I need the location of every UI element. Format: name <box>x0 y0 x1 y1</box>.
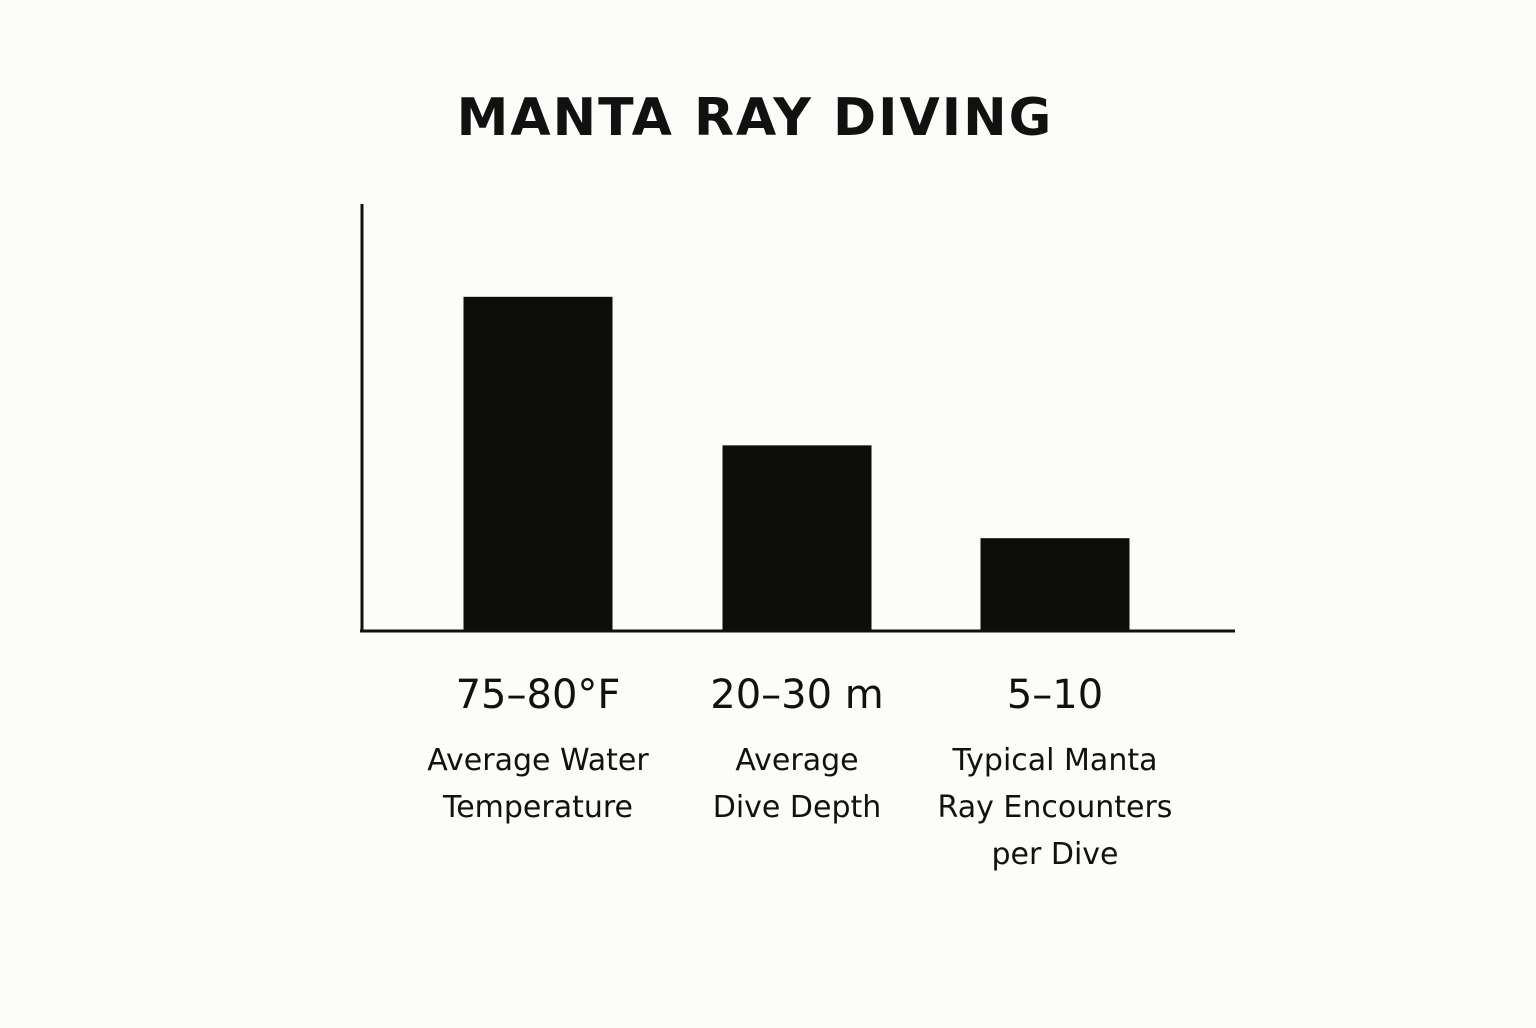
category-label-1-line-1: Average Water <box>427 743 649 778</box>
bar-2 <box>722 445 872 631</box>
labels-layer: 75–80°F Average Water Temperature 20–30 m Av… <box>427 672 1172 872</box>
value-label-1: 75–80°F <box>456 672 621 718</box>
value-label-3: 5–10 <box>1007 672 1103 718</box>
bar-1 <box>463 296 613 631</box>
bar-3 <box>980 538 1130 631</box>
category-label-3-line-2: Ray Encounters <box>938 790 1173 825</box>
category-label-3-line-1: Typical Manta <box>952 743 1158 778</box>
category-label-3-line-3: per Dive <box>991 837 1118 872</box>
chart-title: MANTA RAY DIVING <box>457 88 1054 148</box>
value-label-2: 20–30 m <box>710 672 883 718</box>
bars-layer <box>463 296 1130 631</box>
category-label-2-line-2: Dive Depth <box>713 790 882 825</box>
category-label-1-line-2: Temperature <box>442 790 633 825</box>
category-label-2-line-1: Average <box>735 743 858 778</box>
